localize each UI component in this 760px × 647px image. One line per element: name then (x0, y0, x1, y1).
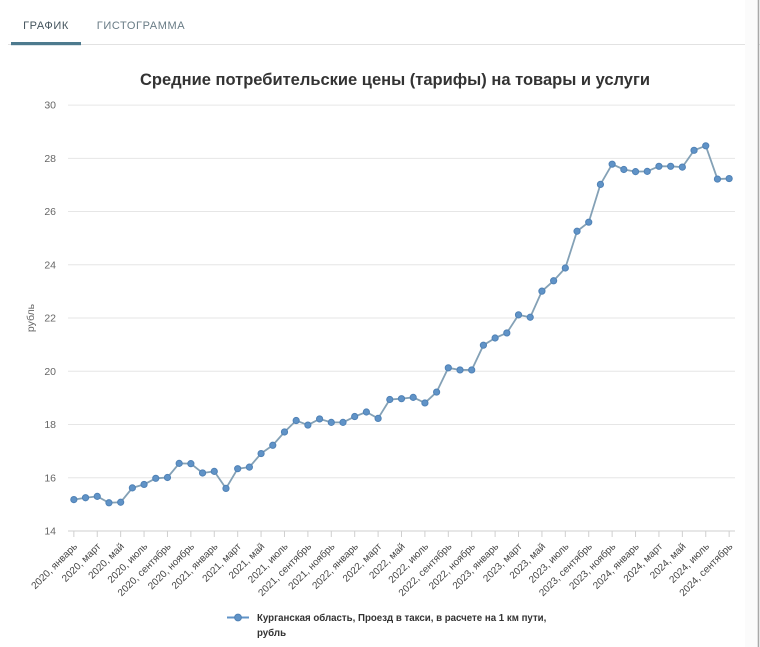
svg-text:ГИСТОГРАММА: ГИСТОГРАММА (97, 20, 185, 32)
svg-text:18: 18 (44, 419, 56, 431)
svg-text:рубль: рубль (257, 628, 286, 639)
svg-text:26: 26 (44, 206, 56, 218)
svg-text:30: 30 (44, 100, 56, 112)
svg-text:28: 28 (44, 153, 56, 165)
svg-text:Курганская область, Проезд в т: Курганская область, Проезд в такси, в ра… (257, 613, 547, 624)
svg-text:24: 24 (44, 259, 56, 271)
svg-text:рубль: рубль (25, 303, 37, 332)
svg-text:22: 22 (44, 313, 56, 325)
svg-text:16: 16 (44, 472, 56, 484)
svg-text:20: 20 (44, 366, 56, 378)
svg-text:14: 14 (44, 526, 56, 538)
svg-text:Средние потребительские цены (: Средние потребительские цены (тарифы) на… (140, 71, 650, 89)
svg-text:ГРАФИК: ГРАФИК (23, 20, 69, 32)
